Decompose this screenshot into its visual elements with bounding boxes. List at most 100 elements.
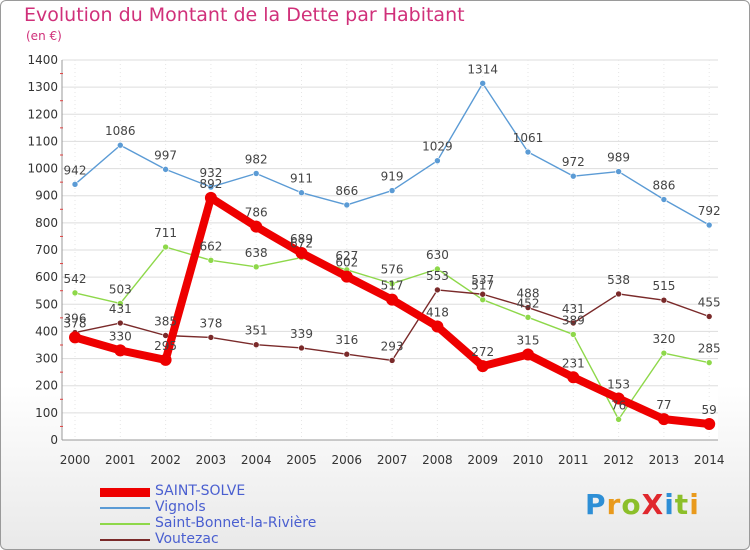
data-label: 396 xyxy=(64,312,87,326)
data-label: 389 xyxy=(562,313,585,327)
data-label: 295 xyxy=(154,339,177,353)
data-label: 866 xyxy=(335,184,358,198)
y-tick-label: 700 xyxy=(35,243,58,257)
legend-swatch-vignols xyxy=(100,507,150,509)
data-point xyxy=(204,191,217,204)
x-tick-label: 2013 xyxy=(649,453,680,467)
x-tick-label: 2007 xyxy=(377,453,408,467)
data-label: 455 xyxy=(698,296,721,310)
data-label: 711 xyxy=(154,226,177,240)
legend-swatch-voutezac xyxy=(100,539,150,541)
data-label: 627 xyxy=(335,249,358,263)
data-point xyxy=(479,80,487,87)
y-tick-label: 500 xyxy=(35,297,58,311)
data-point xyxy=(252,170,260,177)
data-label: 892 xyxy=(199,177,222,191)
data-point xyxy=(343,201,351,209)
data-label: 542 xyxy=(64,272,87,286)
data-label: 285 xyxy=(698,342,721,356)
data-label: 989 xyxy=(607,151,630,165)
data-point xyxy=(434,265,441,273)
data-point xyxy=(159,353,172,366)
data-point xyxy=(660,349,668,357)
x-tick-label: 2004 xyxy=(241,453,272,467)
data-point xyxy=(660,196,668,203)
data-label: 431 xyxy=(562,302,585,316)
data-point xyxy=(388,280,396,287)
x-tick-label: 2006 xyxy=(332,453,363,467)
chart-subtitle: (en €) xyxy=(26,29,62,43)
y-tick-label: 100 xyxy=(35,406,58,420)
data-point xyxy=(524,304,532,311)
x-tick-label: 2011 xyxy=(558,453,589,467)
data-point xyxy=(476,360,489,373)
data-label: 672 xyxy=(290,237,313,251)
data-label: 1029 xyxy=(422,140,453,154)
data-point xyxy=(569,172,577,180)
y-tick-label: 0 xyxy=(50,433,58,447)
data-label: 537 xyxy=(471,273,494,287)
data-label: 231 xyxy=(562,356,585,370)
data-label: 378 xyxy=(64,316,87,330)
data-label: 972 xyxy=(562,155,585,169)
data-label: 602 xyxy=(335,256,358,270)
y-tick-label: 1000 xyxy=(27,162,58,176)
data-point xyxy=(250,220,263,233)
x-tick-label: 2012 xyxy=(603,453,634,467)
data-point xyxy=(386,293,399,306)
data-point xyxy=(705,221,713,229)
data-point xyxy=(117,300,124,307)
data-point xyxy=(524,148,532,156)
y-tick-label: 900 xyxy=(35,189,58,203)
data-label: 689 xyxy=(290,232,313,246)
x-tick-label: 2003 xyxy=(196,453,227,467)
data-point xyxy=(69,331,81,344)
data-point xyxy=(340,270,353,283)
data-label: 351 xyxy=(245,324,268,338)
data-label: 315 xyxy=(517,334,540,348)
data-label: 786 xyxy=(245,206,268,220)
data-point xyxy=(615,290,622,298)
data-point xyxy=(660,296,668,304)
data-point xyxy=(522,348,534,361)
proxiti-logo: ProXiti xyxy=(585,488,700,521)
y-tick-label: 1400 xyxy=(27,53,58,67)
data-label: 330 xyxy=(109,329,132,343)
data-label: 911 xyxy=(290,172,313,186)
x-tick-label: 2010 xyxy=(513,453,544,467)
legend-label-vignols: Vignols xyxy=(155,499,206,515)
data-label: 982 xyxy=(245,152,268,166)
data-label: 272 xyxy=(471,345,494,359)
chart-title: Evolution du Montant de la Dette par Hab… xyxy=(24,4,465,26)
data-label: 385 xyxy=(154,315,177,329)
data-point xyxy=(657,413,670,426)
legend-label-saint-bonnet: Saint-Bonnet-la-Rivière xyxy=(155,515,317,531)
x-tick-label: 2001 xyxy=(105,453,136,467)
data-label: 153 xyxy=(607,377,630,391)
data-label: 1314 xyxy=(467,62,498,76)
data-point xyxy=(252,341,260,349)
data-label: 576 xyxy=(381,263,404,277)
data-label: 76 xyxy=(611,398,626,412)
data-label: 792 xyxy=(698,204,721,218)
data-point xyxy=(207,183,215,191)
y-tick-label: 1100 xyxy=(27,134,58,148)
data-point xyxy=(434,286,441,294)
x-tick-label: 2014 xyxy=(694,453,725,467)
data-label: 919 xyxy=(381,170,404,184)
line-chart: 0 100 200 300 400 500 600 700 800 900 1000 1100 1200… xyxy=(27,53,725,467)
legend-swatch-saint-bonnet xyxy=(100,523,150,525)
data-point xyxy=(703,417,716,430)
data-point xyxy=(434,157,441,164)
data-point xyxy=(343,350,351,358)
data-point xyxy=(479,290,487,298)
data-point xyxy=(431,320,444,333)
data-point xyxy=(615,168,622,175)
data-point xyxy=(162,243,169,251)
data-label: 378 xyxy=(199,316,222,330)
data-label: 59 xyxy=(702,403,717,417)
x-tick-label: 2000 xyxy=(60,453,91,467)
data-label: 1086 xyxy=(105,124,136,138)
data-label: 488 xyxy=(517,287,540,301)
legend-swatch-saint-solve xyxy=(100,488,150,497)
